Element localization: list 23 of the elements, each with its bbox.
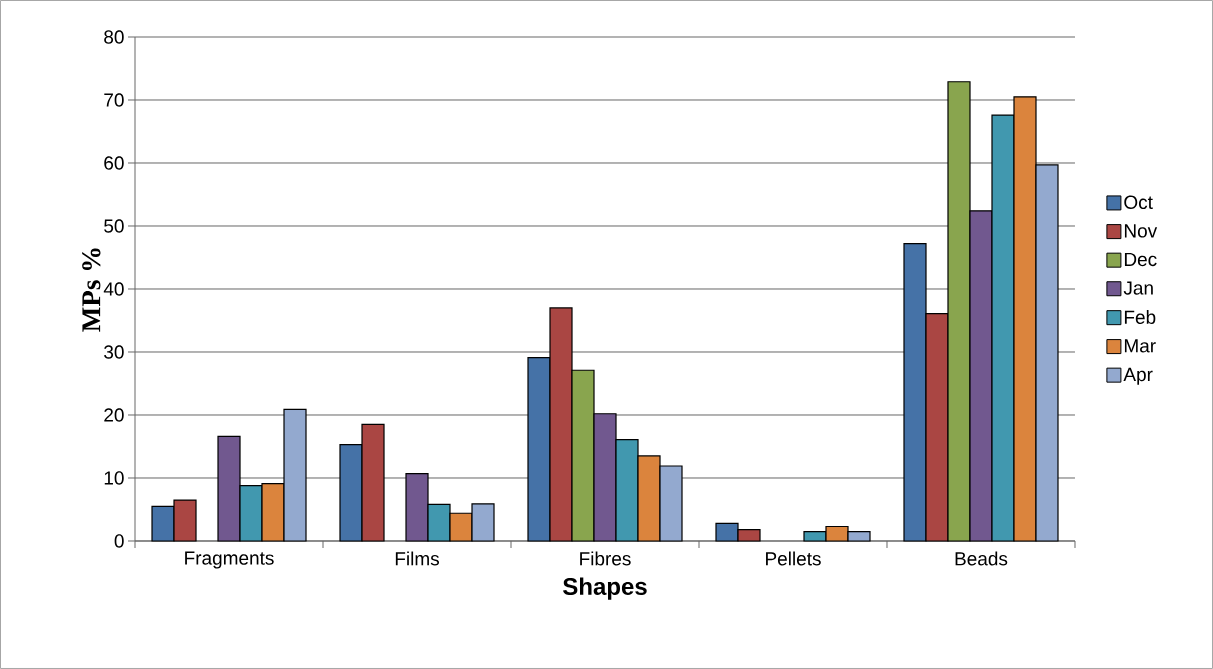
y-tick-label: 80 (104, 30, 124, 44)
x-tick-label: Beads (955, 551, 1008, 566)
y-tick-label: 60 (104, 156, 124, 170)
y-axis-title: MPs % (82, 248, 101, 332)
y-tick-label: 30 (104, 345, 124, 359)
y-tick-label: 40 (103, 282, 124, 296)
x-tick-label: Fragments (185, 551, 274, 569)
legend-label: Dec (1124, 252, 1157, 267)
y-tick-label: 20 (104, 408, 124, 422)
y-tick-label: 10 (104, 471, 124, 485)
x-tick-label: Pellets (766, 551, 821, 566)
legend-label: Feb (1124, 310, 1156, 324)
y-tick-label: 70 (104, 93, 124, 107)
legend-label: Nov (1124, 224, 1158, 238)
legend-label: Jan (1123, 281, 1153, 295)
legend-label: Oct (1124, 195, 1153, 209)
legend-label: Apr (1123, 367, 1153, 385)
x-tick-label: Films (395, 551, 439, 566)
x-tick-label: Fibres (580, 551, 631, 566)
y-tick-label: 0 (114, 534, 124, 548)
x-axis-title: Shapes (563, 577, 647, 600)
y-tick-label: 50 (104, 219, 124, 233)
legend-label: Mar (1124, 339, 1156, 353)
